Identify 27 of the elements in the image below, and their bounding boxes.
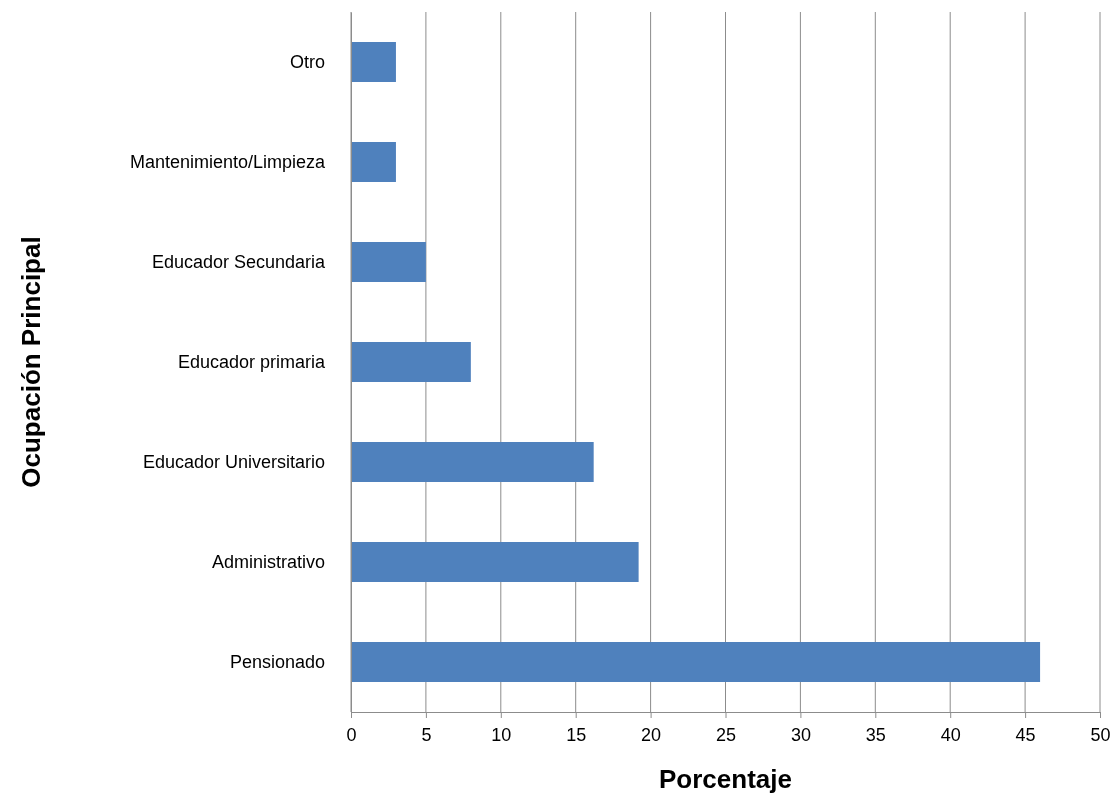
y-tick-label: Mantenimiento/Limpieza [129, 151, 326, 172]
x-tick-label: 10 [491, 724, 512, 745]
y-axis-title: Ocupación Principal [16, 236, 46, 488]
x-tick-label: 30 [790, 724, 811, 745]
x-tick-label: 35 [865, 724, 886, 745]
bar [351, 442, 594, 482]
y-tick-label: Otro [289, 51, 325, 72]
y-tick-label: Educador Secundaria [151, 251, 326, 272]
x-axis-title: Porcentaje [659, 764, 792, 794]
x-tick-label: 45 [1015, 724, 1036, 745]
y-tick-label: Administrativo [211, 551, 325, 572]
x-tick-label: 5 [421, 724, 432, 745]
y-tick-label: Educador Universitario [142, 451, 325, 472]
bar [351, 142, 396, 182]
x-tick-label: 15 [566, 724, 587, 745]
x-tick-label: 50 [1090, 724, 1111, 745]
bar [351, 342, 471, 382]
x-tick-label: 40 [940, 724, 961, 745]
bar [351, 242, 426, 282]
x-tick-label: 0 [346, 724, 357, 745]
bar [351, 42, 396, 82]
y-tick-label: Educador primaria [177, 351, 326, 372]
y-tick-label: Pensionado [229, 651, 325, 672]
x-tick-label: 25 [715, 724, 737, 745]
bar [351, 542, 639, 582]
x-tick-label: 20 [641, 724, 662, 745]
bar [351, 642, 1041, 682]
